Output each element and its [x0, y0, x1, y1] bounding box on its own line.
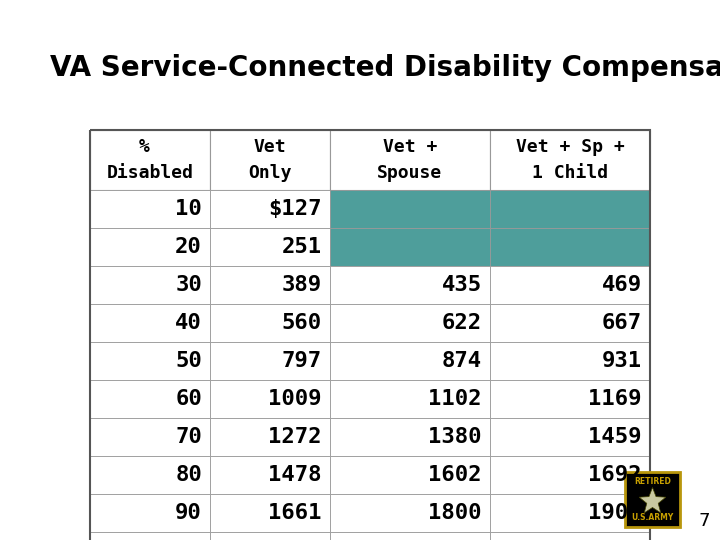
Text: 797: 797 — [282, 351, 322, 371]
Polygon shape — [639, 488, 666, 513]
Text: 1102: 1102 — [428, 389, 482, 409]
Bar — [330, 130, 490, 190]
Bar — [625, 472, 680, 527]
Text: 1800: 1800 — [428, 503, 482, 523]
Text: Vet +: Vet + — [383, 138, 437, 156]
Text: Disabled: Disabled — [107, 164, 194, 182]
Text: 40: 40 — [175, 313, 202, 333]
Bar — [210, 380, 330, 418]
Text: Spouse: Spouse — [377, 164, 443, 182]
Text: RETIRED: RETIRED — [634, 477, 671, 487]
Bar — [90, 190, 210, 228]
Bar — [330, 494, 490, 532]
Bar — [330, 190, 490, 228]
Text: 251: 251 — [282, 237, 322, 257]
Bar — [210, 418, 330, 456]
Text: %: % — [139, 138, 161, 156]
Bar — [330, 228, 490, 266]
Bar — [490, 456, 650, 494]
Bar — [210, 228, 330, 266]
Text: Vet + Sp +: Vet + Sp + — [516, 138, 624, 156]
Bar — [490, 380, 650, 418]
Bar — [90, 456, 210, 494]
Bar — [490, 342, 650, 380]
Bar — [210, 130, 330, 190]
Text: 560: 560 — [282, 313, 322, 333]
Text: 1459: 1459 — [588, 427, 642, 447]
Bar — [90, 494, 210, 532]
Text: 1 Child: 1 Child — [532, 164, 608, 182]
Text: 667: 667 — [602, 313, 642, 333]
Bar — [330, 456, 490, 494]
Bar — [90, 532, 210, 540]
Bar — [330, 304, 490, 342]
Text: 931: 931 — [602, 351, 642, 371]
Text: 70: 70 — [175, 427, 202, 447]
Bar — [490, 228, 650, 266]
Text: 1902: 1902 — [588, 503, 642, 523]
Bar — [90, 228, 210, 266]
Bar — [210, 304, 330, 342]
Text: Only: Only — [248, 164, 292, 182]
Bar — [490, 130, 650, 190]
Text: 1661: 1661 — [269, 503, 322, 523]
Text: U.S.ARMY: U.S.ARMY — [631, 512, 674, 522]
Text: Vet: Vet — [253, 138, 287, 156]
Bar — [330, 532, 490, 540]
Bar — [90, 130, 210, 190]
Bar — [210, 342, 330, 380]
Text: 50: 50 — [175, 351, 202, 371]
Bar — [490, 494, 650, 532]
Text: 1272: 1272 — [269, 427, 322, 447]
Bar — [330, 342, 490, 380]
Text: 1169: 1169 — [588, 389, 642, 409]
Text: 60: 60 — [175, 389, 202, 409]
Text: 1380: 1380 — [428, 427, 482, 447]
Text: 7: 7 — [698, 512, 710, 530]
Bar — [330, 266, 490, 304]
Text: 435: 435 — [442, 275, 482, 295]
Bar — [90, 266, 210, 304]
Bar — [210, 456, 330, 494]
Text: VA Service-Connected Disability Compensation Rates: VA Service-Connected Disability Compensa… — [50, 54, 720, 82]
Text: 389: 389 — [282, 275, 322, 295]
Bar — [490, 304, 650, 342]
Text: 20: 20 — [175, 237, 202, 257]
Text: 90: 90 — [175, 503, 202, 523]
Text: 10: 10 — [175, 199, 202, 219]
Bar — [210, 494, 330, 532]
Text: 1478: 1478 — [269, 465, 322, 485]
Bar — [490, 418, 650, 456]
Bar — [90, 418, 210, 456]
Bar — [330, 418, 490, 456]
Bar — [330, 380, 490, 418]
Text: 1692: 1692 — [588, 465, 642, 485]
Text: $127: $127 — [269, 199, 322, 219]
Text: 622: 622 — [442, 313, 482, 333]
Text: 1009: 1009 — [269, 389, 322, 409]
Bar — [90, 130, 650, 540]
Bar — [490, 266, 650, 304]
Bar — [210, 190, 330, 228]
Bar — [90, 304, 210, 342]
Text: 1602: 1602 — [428, 465, 482, 485]
Text: 874: 874 — [442, 351, 482, 371]
Bar — [490, 190, 650, 228]
Text: 80: 80 — [175, 465, 202, 485]
Bar — [210, 532, 330, 540]
Text: 30: 30 — [175, 275, 202, 295]
Bar — [490, 532, 650, 540]
Text: 469: 469 — [602, 275, 642, 295]
Bar — [210, 266, 330, 304]
Bar — [90, 342, 210, 380]
Bar — [90, 380, 210, 418]
